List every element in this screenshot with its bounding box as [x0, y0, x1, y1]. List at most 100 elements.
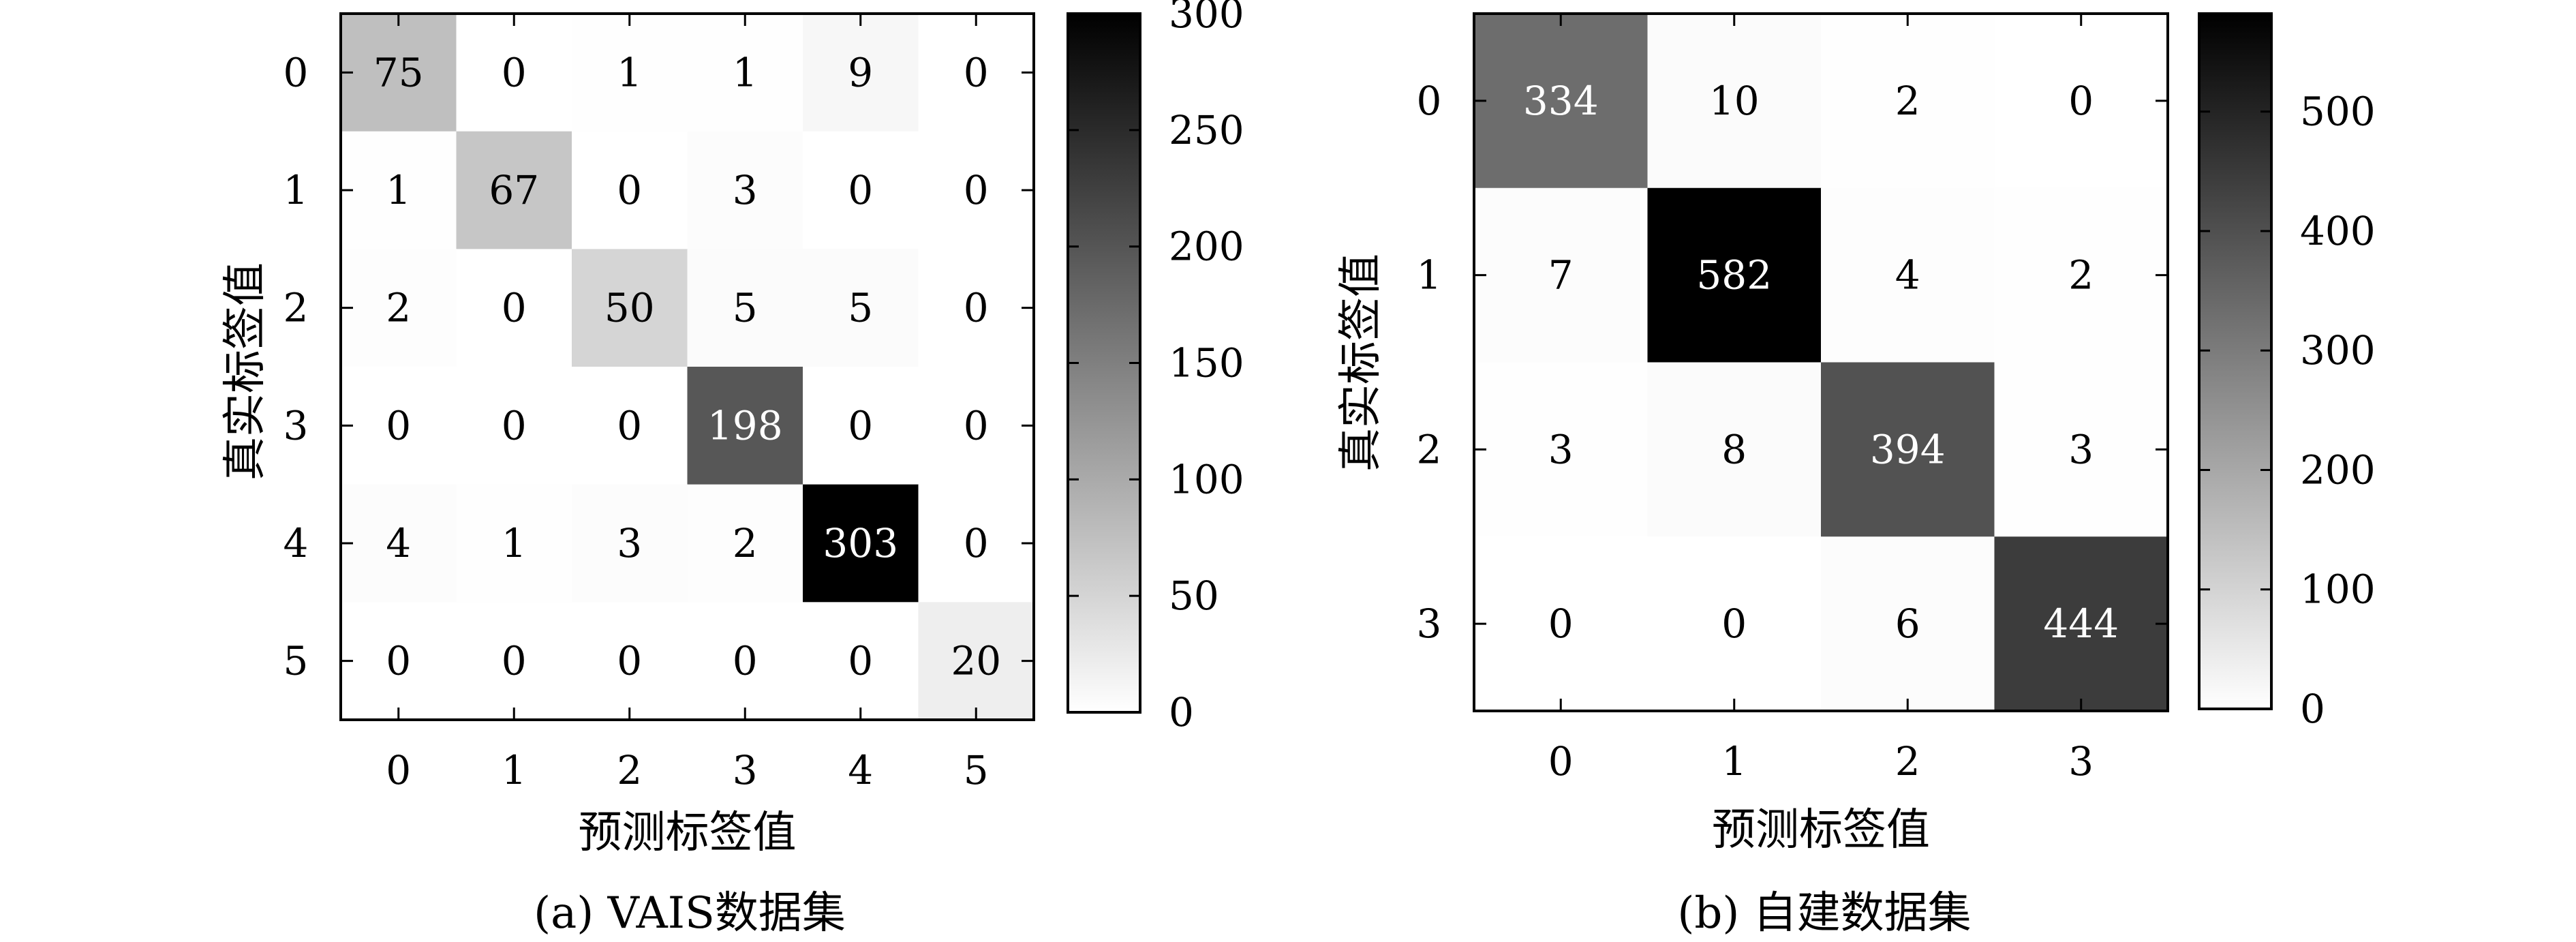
cell-value-label: 0 [617, 167, 642, 213]
heatmap-cell [341, 484, 457, 603]
cell-value-label: 3 [1548, 426, 1574, 472]
cell-value-label: 0 [502, 638, 527, 684]
cell-value-label: 0 [386, 638, 411, 684]
cell-value-label: 67 [489, 167, 539, 213]
heatmap-cell [1821, 362, 1995, 537]
heatmap-cell [456, 484, 572, 603]
cell-value-label: 0 [502, 285, 527, 331]
cell-value-label: 4 [1895, 252, 1920, 299]
y-tick-label: 3 [283, 402, 309, 449]
heatmap-cell [687, 14, 803, 132]
cell-value-label: 0 [386, 402, 411, 449]
cell-value-label: 0 [502, 49, 527, 95]
heatmap-cell [803, 14, 919, 132]
colorbar-tick-label: 0 [1169, 689, 1194, 735]
cell-value-label: 582 [1696, 252, 1772, 299]
heatmap-cell [341, 602, 457, 720]
heatmap-cell [918, 602, 1034, 720]
heatmap-cell [1647, 536, 1822, 712]
colorbar-tick-label: 200 [1169, 224, 1244, 270]
colorbar-tick-label: 100 [2300, 566, 2376, 613]
cell-value-label: 8 [1721, 426, 1747, 472]
heatmap-cell [803, 367, 919, 485]
cell-value-label: 0 [964, 520, 989, 566]
cell-value-label: 0 [1721, 601, 1747, 647]
cell-value-label: 3 [2068, 426, 2094, 472]
heatmap-cell [572, 14, 688, 132]
heatmap-cell [803, 249, 919, 367]
y-tick-label: 1 [1417, 252, 1442, 299]
heatmap-cell [456, 602, 572, 720]
heatmap-cell [918, 14, 1034, 132]
heatmap-cell [918, 131, 1034, 249]
heatmap-cell [572, 602, 688, 720]
colorbar-tick-label: 300 [1169, 0, 1244, 37]
plot-frame [339, 12, 1035, 721]
heatmap-cell [1647, 14, 1822, 189]
cell-value-label: 1 [733, 49, 758, 95]
heatmap-cell [1474, 187, 1648, 363]
cell-value-label: 6 [1895, 601, 1920, 647]
plot-frame [1473, 12, 2169, 712]
cell-value-label: 9 [848, 49, 873, 95]
x-tick-label: 3 [733, 747, 758, 793]
x-tick-label: 5 [964, 747, 989, 793]
cell-value-label: 0 [848, 167, 873, 213]
cell-value-label: 3 [733, 167, 758, 213]
colorbar-tick-label: 50 [1169, 573, 1219, 619]
cell-value-label: 0 [964, 285, 989, 331]
cell-value-label: 0 [502, 402, 527, 449]
colorbar-tick-label: 100 [1169, 456, 1244, 502]
y-tick-label: 2 [1417, 426, 1442, 472]
heatmap-cell [456, 367, 572, 485]
colorbar-tick-label: 200 [2300, 446, 2376, 493]
colorbar [2198, 12, 2273, 710]
x-tick-label: 2 [617, 747, 642, 793]
cell-value-label: 198 [707, 402, 783, 449]
x-axis-title: 预测标签值 [579, 808, 797, 858]
heatmap-cell [803, 484, 919, 603]
cell-value-label: 10 [1709, 78, 1760, 124]
cell-value-label: 0 [964, 402, 989, 449]
cell-value-label: 0 [964, 49, 989, 95]
x-axis-title: 预测标签值 [1712, 805, 1930, 855]
y-axis-title: 真实标签值 [220, 262, 271, 481]
cell-value-label: 5 [733, 285, 758, 331]
cell-value-label: 1 [617, 49, 642, 95]
heatmap-cell [456, 131, 572, 249]
cell-value-label: 0 [733, 638, 758, 684]
cell-value-label: 5 [848, 285, 873, 331]
cell-value-label: 1 [386, 167, 411, 213]
heatmap-cell [1821, 536, 1995, 712]
x-tick-label: 1 [502, 747, 527, 793]
colorbar-tick-label: 300 [2300, 327, 2376, 374]
heatmap-cell [918, 484, 1034, 603]
y-tick-label: 5 [283, 638, 309, 684]
x-tick-label: 2 [1895, 738, 1920, 785]
cell-value-label: 0 [848, 402, 873, 449]
cell-value-label: 0 [964, 167, 989, 213]
x-tick-label: 3 [2068, 738, 2094, 785]
heatmap-cell [1821, 187, 1995, 363]
x-tick-label: 0 [386, 747, 411, 793]
x-tick-label: 1 [1721, 738, 1747, 785]
cell-value-label: 303 [823, 520, 898, 566]
y-tick-label: 4 [283, 520, 309, 566]
y-axis-title: 真实标签值 [1336, 254, 1386, 472]
cell-value-label: 2 [1895, 78, 1920, 124]
heatmap-cell [1994, 536, 2168, 712]
heatmap-cell [1647, 187, 1822, 363]
cell-value-label: 1 [502, 520, 527, 566]
heatmap-cell [572, 367, 688, 485]
heatmap-cell [341, 367, 457, 485]
cell-value-label: 20 [951, 638, 1001, 684]
cell-value-label: 7 [1548, 252, 1574, 299]
heatmap-cell [1821, 14, 1995, 189]
heatmap-cell [341, 131, 457, 249]
heatmap-cell [687, 484, 803, 603]
heatmap-cell [687, 602, 803, 720]
cell-value-label: 2 [386, 285, 411, 331]
heatmap-cell [1994, 14, 2168, 189]
heatmap-cell [1474, 362, 1648, 537]
